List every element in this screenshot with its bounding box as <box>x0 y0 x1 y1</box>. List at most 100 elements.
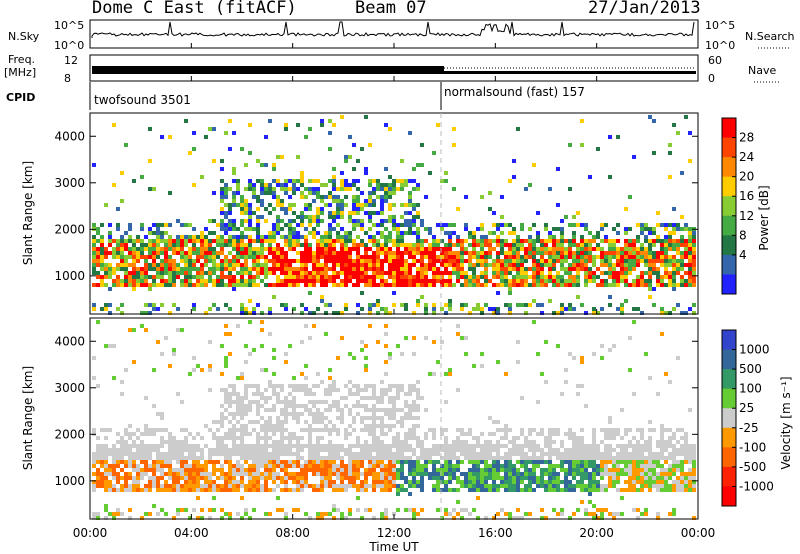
power-cell <box>280 235 284 239</box>
velocity-cell <box>672 488 676 492</box>
velocity-cell <box>636 460 640 464</box>
velocity-cell <box>100 448 104 452</box>
power-cell <box>372 211 376 215</box>
power-cell <box>452 283 456 287</box>
velocity-cell <box>692 480 696 484</box>
velocity-cell <box>560 392 564 396</box>
velocity-cell <box>128 476 132 480</box>
power-cell <box>132 287 136 291</box>
velocity-cell <box>404 448 408 452</box>
velocity-cell <box>600 472 604 476</box>
power-cell <box>300 303 304 307</box>
velocity-cell <box>536 464 540 468</box>
velocity-cell <box>240 412 244 416</box>
velocity-cell <box>512 440 516 444</box>
power-cell <box>296 259 300 263</box>
power-cell <box>256 303 260 307</box>
velocity-cell <box>400 424 404 428</box>
velocity-cell <box>576 472 580 476</box>
velocity-cell <box>576 480 580 484</box>
power-cell <box>292 179 296 183</box>
velocity-cell <box>220 372 224 376</box>
velocity-cell <box>176 472 180 476</box>
velocity-cell <box>508 428 512 432</box>
power-cell <box>168 271 172 275</box>
power-cell <box>424 283 428 287</box>
power-cell <box>500 259 504 263</box>
velocity-cell <box>592 504 596 508</box>
power-cell <box>504 283 508 287</box>
power-cell <box>328 247 332 251</box>
velocity-cell <box>208 428 212 432</box>
velocity-cell <box>252 448 256 452</box>
power-cell <box>504 279 508 283</box>
velocity-cell <box>432 468 436 472</box>
velocity-cell <box>536 448 540 452</box>
power-cell <box>480 263 484 267</box>
velocity-cell <box>552 448 556 452</box>
velocity-cell <box>200 488 204 492</box>
power-cell <box>236 203 240 207</box>
power-cell <box>692 275 696 279</box>
velocity-cell <box>496 360 500 364</box>
velocity-cell <box>548 464 552 468</box>
velocity-cell <box>320 464 324 468</box>
power-cell <box>592 239 596 243</box>
power-cell <box>388 215 392 219</box>
velocity-cell <box>352 420 356 424</box>
power-cell <box>460 263 464 267</box>
velocity-cell <box>584 404 588 408</box>
velocity-cell <box>372 432 376 436</box>
velocity-cell <box>104 452 108 456</box>
velocity-cell <box>308 444 312 448</box>
power-cell <box>372 239 376 243</box>
power-cell <box>288 223 292 227</box>
velocity-cell <box>364 480 368 484</box>
velocity-cell <box>624 456 628 460</box>
velocity-cell <box>328 452 332 456</box>
power-cell <box>316 219 320 223</box>
power-cell <box>136 259 140 263</box>
power-cell <box>268 283 272 287</box>
velocity-cell <box>256 472 260 476</box>
velocity-cell <box>628 428 632 432</box>
velocity-cell <box>144 448 148 452</box>
power-cell <box>332 227 336 231</box>
power-cell <box>568 263 572 267</box>
power-cell <box>420 239 424 243</box>
velocity-cell <box>652 460 656 464</box>
power-cell <box>500 215 504 219</box>
power-cell <box>200 279 204 283</box>
x-tick-label: 16:00 <box>478 526 513 540</box>
power-cell <box>408 243 412 247</box>
velocity-cell <box>184 428 188 432</box>
power-cell <box>352 271 356 275</box>
power-cell <box>436 271 440 275</box>
power-cell <box>496 255 500 259</box>
velocity-cell <box>332 484 336 488</box>
power-cell <box>428 279 432 283</box>
velocity-cell <box>156 512 160 516</box>
velocity-cell <box>540 432 544 436</box>
velocity-cell <box>240 516 244 520</box>
power-cell <box>448 303 452 307</box>
velocity-cell <box>416 512 420 516</box>
velocity-cell <box>228 384 232 388</box>
power-cell <box>528 251 532 255</box>
velocity-cell <box>336 488 340 492</box>
velocity-cell <box>232 432 236 436</box>
power-cell <box>508 291 512 295</box>
power-cell <box>92 163 96 167</box>
power-cell <box>364 283 368 287</box>
power-cell <box>336 239 340 243</box>
velocity-cell <box>184 484 188 488</box>
power-cell <box>304 255 308 259</box>
velocity-cell <box>152 468 156 472</box>
power-cell <box>680 267 684 271</box>
power-cell <box>240 283 244 287</box>
velocity-cell <box>296 436 300 440</box>
power-cell <box>304 207 308 211</box>
power-cell <box>172 275 176 279</box>
power-cell <box>332 239 336 243</box>
